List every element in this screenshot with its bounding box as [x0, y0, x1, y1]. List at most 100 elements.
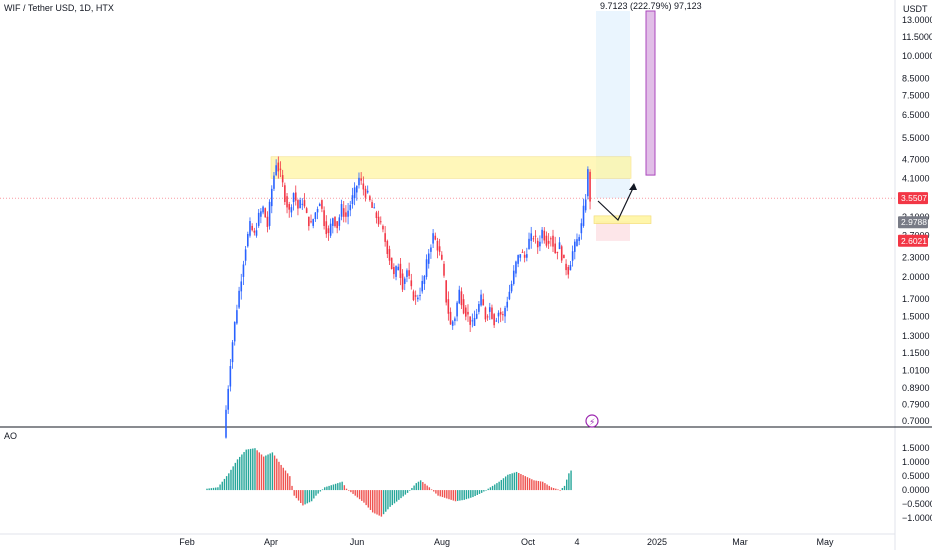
ao-bar [365, 490, 367, 506]
ao-bar [278, 461, 280, 491]
ao-bar [504, 476, 507, 491]
price-badge-label: 2.9788 [901, 217, 927, 227]
ao-bar [487, 488, 489, 491]
candle-body [478, 304, 480, 312]
ao-bar [526, 477, 529, 491]
candle-body [563, 254, 565, 259]
candle-body [332, 218, 334, 226]
indicator-label: AO [4, 431, 17, 441]
ao-bar [515, 471, 518, 491]
ao-bar [535, 480, 537, 491]
price-tick-label: 4.7000 [902, 155, 930, 165]
axes-layer: 13.0000 11.5000 10.0000 8.5000 7.5000 6.5000 5… [179, 15, 932, 547]
ao-bar [276, 458, 278, 491]
candle-body [447, 299, 450, 314]
candle-body [532, 238, 535, 240]
candle-body [443, 263, 445, 276]
candle-body [390, 257, 393, 269]
candle-body [255, 230, 258, 236]
candle-body [373, 207, 376, 209]
candle-body [342, 208, 345, 217]
ao-bar [354, 490, 356, 496]
candle-body [432, 233, 434, 244]
ao-bar [371, 490, 374, 513]
time-tick-label: Apr [264, 537, 278, 547]
target-range-bar[interactable] [645, 10, 656, 176]
price-tick-label: 1.0100 [902, 366, 930, 376]
candle-body [227, 388, 229, 410]
zones-layer [0, 10, 895, 241]
ao-bar [387, 490, 389, 510]
ao-bar [367, 490, 370, 508]
ao-bar [559, 490, 561, 491]
ao-bar [284, 470, 287, 491]
time-tick-label: Mar [732, 537, 748, 547]
ao-bar [498, 481, 500, 491]
ao-bar [343, 485, 346, 491]
candle-body [329, 223, 332, 236]
ao-bar [293, 490, 295, 496]
ao-bar [441, 490, 444, 498]
ao-bar [252, 448, 254, 491]
ao-bar [319, 490, 322, 492]
lightning-icon[interactable] [585, 414, 599, 428]
resistance-zone[interactable] [270, 156, 632, 179]
ao-bar [302, 490, 304, 506]
ao-bar [391, 490, 393, 506]
candle-body [362, 183, 365, 190]
candle-body [543, 230, 546, 241]
candle-body [349, 204, 352, 211]
price-badge-label: 3.5507 [901, 193, 927, 203]
ao-bar [324, 487, 326, 491]
candle-body [260, 211, 262, 217]
candle-body [445, 280, 447, 303]
projection-path [597, 185, 635, 222]
candle-body [286, 196, 288, 208]
candle-body [325, 221, 328, 235]
time-tick-label: Feb [179, 537, 195, 547]
ao-bar [413, 485, 415, 491]
candle-body [565, 263, 567, 271]
candle-body [497, 312, 500, 317]
candle-body [482, 299, 485, 306]
candle-body [523, 254, 526, 258]
measure-label: 9.7123 (222.79%) 97,123 [600, 1, 702, 11]
time-tick-label: 4 [574, 537, 579, 547]
candle-body [406, 270, 408, 277]
candle-body [584, 199, 587, 211]
ao-bar [424, 483, 426, 491]
candle-body [345, 212, 347, 217]
ao-bar [221, 481, 223, 491]
ao-bar [395, 490, 398, 502]
ao-bar [382, 490, 385, 515]
candle-body [288, 204, 291, 210]
candle-body [316, 208, 319, 213]
ao-bar [520, 474, 522, 491]
ao-tick-label: 0.0000 [902, 485, 930, 495]
ao-bar [265, 455, 267, 491]
ao-bar [546, 484, 548, 491]
ao-bar [542, 481, 544, 491]
candle-body [233, 321, 236, 342]
ao-bar [406, 490, 409, 493]
candle-body [451, 321, 454, 326]
ao-bar [461, 490, 463, 501]
ao-bar [555, 488, 557, 491]
ao-bar [474, 490, 476, 497]
candle-body [360, 178, 362, 181]
price-tick-label: 0.8900 [902, 383, 930, 393]
candles-layer [225, 156, 591, 439]
candle-body [515, 261, 517, 274]
candle-body [393, 266, 395, 275]
retest-zone[interactable] [593, 215, 652, 224]
candle-body [314, 212, 317, 219]
candle-body [379, 221, 382, 223]
candle-body [467, 311, 469, 315]
time-tick-label: 2025 [647, 537, 667, 547]
price-tick-label: 1.7000 [902, 294, 930, 304]
candle-body [569, 264, 572, 271]
ao-bar [262, 456, 265, 491]
ao-bar [236, 459, 239, 491]
candle-body [408, 270, 410, 276]
